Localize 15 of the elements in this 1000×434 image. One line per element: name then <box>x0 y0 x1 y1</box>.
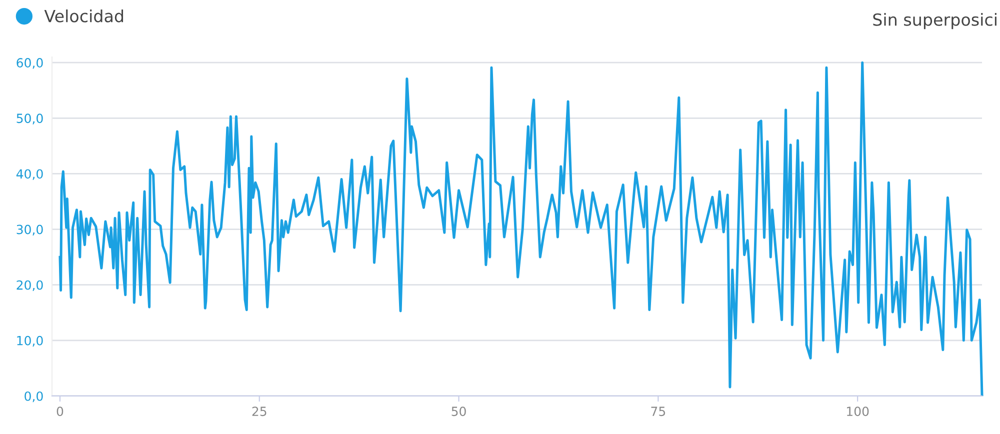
x-tick-label: 0 <box>56 406 64 416</box>
y-tick-label: 10,0 <box>17 336 43 347</box>
y-tick-label: 30,0 <box>16 224 43 236</box>
x-tick-label: 100 <box>847 406 869 416</box>
text: Sin superposici <box>873 13 996 30</box>
y-tick-label: 0,0 <box>24 391 43 402</box>
x-tick-label: 50 <box>452 406 466 416</box>
y-tick-label: 50,0 <box>16 114 43 124</box>
line-series <box>58 61 984 396</box>
y-tick-label: 60,0 <box>16 58 43 69</box>
x-tick-label: 75 <box>651 406 666 416</box>
y-tick-label: 40,0 <box>16 169 43 180</box>
legend-label: Velocidad <box>44 9 124 22</box>
y-tick-label: 20,0 <box>16 280 43 292</box>
x-tick-label: 25 <box>252 406 266 416</box>
